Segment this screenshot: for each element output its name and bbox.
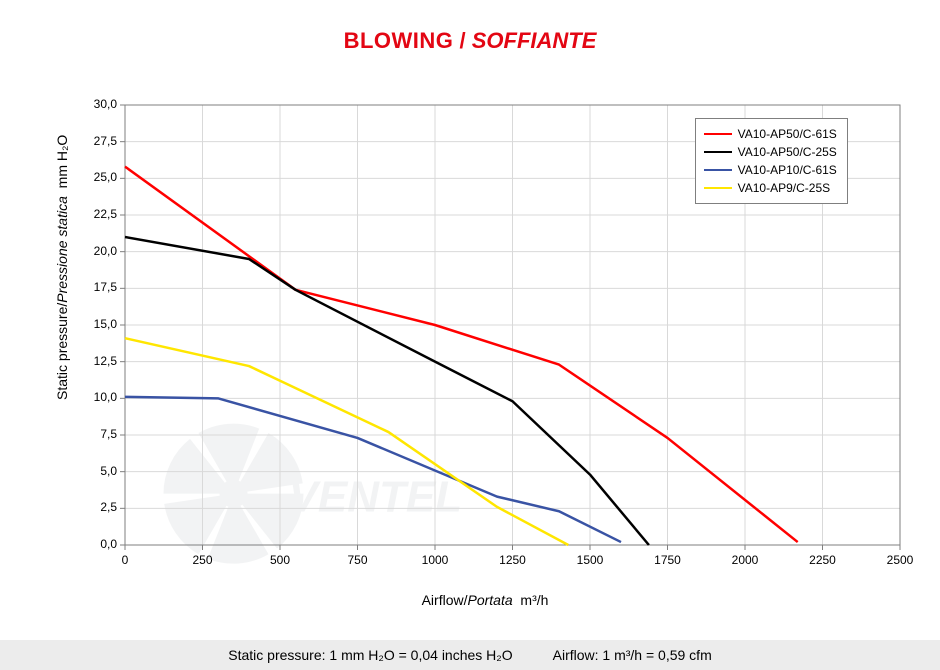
- x-tick-label: 250: [178, 553, 228, 567]
- x-tick-label: 1250: [488, 553, 538, 567]
- x-tick-label: 500: [255, 553, 305, 567]
- legend-item: VA10-AP10/C-61S: [704, 161, 837, 179]
- x-tick-label: 1000: [410, 553, 460, 567]
- legend-label: VA10-AP50/C-61S: [738, 127, 837, 141]
- x-unit: m³/h: [520, 592, 548, 608]
- y-tick-label: 15,0: [77, 317, 117, 331]
- title-sep: /: [453, 28, 471, 53]
- y-tick-label: 10,0: [77, 390, 117, 404]
- x-tick-label: 2000: [720, 553, 770, 567]
- chart-title: BLOWING / SOFFIANTE: [0, 0, 940, 54]
- legend-swatch: [704, 187, 732, 189]
- y-tick-label: 17,5: [77, 280, 117, 294]
- legend-label: VA10-AP9/C-25S: [738, 181, 831, 195]
- legend: VA10-AP50/C-61S VA10-AP50/C-25S VA10-AP10/…: [695, 118, 848, 204]
- x-tick-label: 2250: [798, 553, 848, 567]
- y-tick-label: 7,5: [77, 427, 117, 441]
- footer-left: Static pressure: 1 mm H₂O = 0,04 inches …: [228, 647, 512, 663]
- legend-swatch: [704, 133, 732, 135]
- title-sub: SOFFIANTE: [472, 28, 597, 53]
- legend-label: VA10-AP10/C-61S: [738, 163, 837, 177]
- x-label-en: Airflow: [422, 592, 464, 608]
- x-tick-label: 750: [333, 553, 383, 567]
- y-tick-label: 20,0: [77, 244, 117, 258]
- legend-swatch: [704, 169, 732, 171]
- x-tick-label: 0: [100, 553, 150, 567]
- footer-bar: Static pressure: 1 mm H₂O = 0,04 inches …: [0, 640, 940, 670]
- y-tick-label: 22,5: [77, 207, 117, 221]
- y-tick-label: 30,0: [77, 97, 117, 111]
- legend-swatch: [704, 151, 732, 153]
- x-label-it: Portata: [467, 592, 512, 608]
- x-tick-label: 2500: [875, 553, 925, 567]
- y-tick-label: 12,5: [77, 354, 117, 368]
- x-tick-label: 1500: [565, 553, 615, 567]
- chart-container: Static pressure/Pressione statica mm H₂O…: [50, 95, 920, 605]
- svg-text:VENTEL: VENTEL: [289, 473, 463, 522]
- title-main: BLOWING: [344, 28, 454, 53]
- legend-item: VA10-AP50/C-25S: [704, 143, 837, 161]
- y-tick-label: 5,0: [77, 464, 117, 478]
- y-tick-label: 27,5: [77, 134, 117, 148]
- x-tick-label: 1750: [643, 553, 693, 567]
- y-tick-label: 0,0: [77, 537, 117, 551]
- legend-label: VA10-AP50/C-25S: [738, 145, 837, 159]
- y-tick-label: 25,0: [77, 170, 117, 184]
- footer-right: Airflow: 1 m³/h = 0,59 cfm: [553, 647, 712, 663]
- legend-item: VA10-AP50/C-61S: [704, 125, 837, 143]
- y-tick-label: 2,5: [77, 500, 117, 514]
- x-axis-label: Airflow/Portata m³/h: [50, 592, 920, 608]
- legend-item: VA10-AP9/C-25S: [704, 179, 837, 197]
